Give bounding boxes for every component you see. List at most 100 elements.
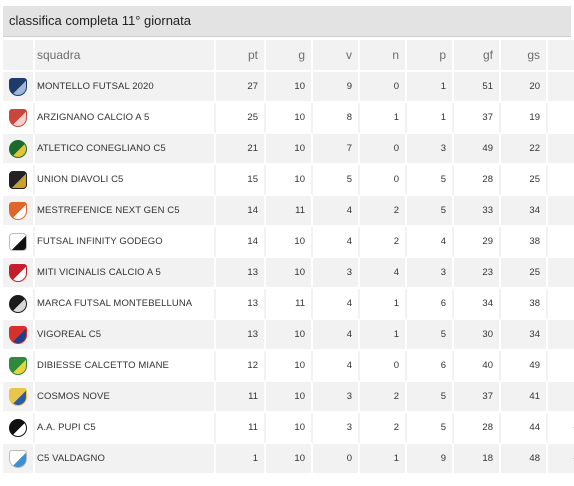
- header-played: g: [266, 40, 313, 72]
- team-name: MONTELLO FUTSAL 2020: [35, 72, 216, 103]
- team-goals-against: 34: [501, 196, 548, 227]
- team-played: 10: [266, 413, 313, 444]
- team-drawn: 2: [360, 227, 407, 258]
- team-lost: 1: [407, 72, 454, 103]
- team-lost: 6: [407, 289, 454, 320]
- team-won: 4: [313, 196, 360, 227]
- team-goals-for: 40: [454, 351, 501, 382]
- team-played: 10: [266, 444, 313, 475]
- team-goal-difference: -2: [548, 258, 574, 289]
- team-lost: 4: [407, 227, 454, 258]
- team-lost: 5: [407, 320, 454, 351]
- team-won: 4: [313, 289, 360, 320]
- team-won: 7: [313, 134, 360, 165]
- team-played: 10: [266, 103, 313, 134]
- team-logo-cell: [3, 103, 35, 134]
- vigoreal-logo: [9, 325, 27, 344]
- team-goals-for: 18: [454, 444, 501, 475]
- team-played: 10: [266, 320, 313, 351]
- team-points: 25: [216, 103, 266, 134]
- team-drawn: 0: [360, 134, 407, 165]
- table-header-row: squadra pt g v n p gf gs dr: [3, 40, 574, 72]
- team-drawn: 1: [360, 444, 407, 475]
- marca-futsal-logo: [9, 294, 27, 313]
- header-points: pt: [216, 40, 266, 72]
- team-name: FUTSAL INFINITY GODEGO: [35, 227, 216, 258]
- team-goals-against: 44: [501, 413, 548, 444]
- team-points: 11: [216, 382, 266, 413]
- team-points: 21: [216, 134, 266, 165]
- team-goal-difference: -1: [548, 196, 574, 227]
- team-lost: 5: [407, 165, 454, 196]
- team-logo-cell: [3, 72, 35, 103]
- team-goals-for: 49: [454, 134, 501, 165]
- team-played: 10: [266, 165, 313, 196]
- team-goals-against: 49: [501, 351, 548, 382]
- team-name: A.A. PUPI C5: [35, 413, 216, 444]
- team-played: 11: [266, 196, 313, 227]
- team-goals-against: 41: [501, 382, 548, 413]
- header-lost: p: [407, 40, 454, 72]
- team-points: 27: [216, 72, 266, 103]
- header-logo: [3, 40, 35, 72]
- standings-title: classifica completa 11° giornata: [3, 6, 571, 37]
- team-lost: 6: [407, 351, 454, 382]
- header-won: v: [313, 40, 360, 72]
- team-goals-against: 48: [501, 444, 548, 475]
- team-logo-cell: [3, 258, 35, 289]
- miti-vicinalis-logo: [9, 263, 27, 282]
- team-won: 4: [313, 227, 360, 258]
- union-diavoli-logo: [9, 170, 27, 189]
- team-goals-for: 28: [454, 413, 501, 444]
- header-drawn: n: [360, 40, 407, 72]
- table-row: ATLETICO CONEGLIANO C52110703492227: [3, 134, 574, 165]
- team-won: 8: [313, 103, 360, 134]
- team-won: 5: [313, 165, 360, 196]
- table-row: ARZIGNANO CALCIO A 52510811371918: [3, 103, 574, 134]
- team-name: VIGOREAL C5: [35, 320, 216, 351]
- team-name: MARCA FUTSAL MONTEBELLUNA: [35, 289, 216, 320]
- team-goal-difference: 31: [548, 72, 574, 103]
- team-drawn: 4: [360, 258, 407, 289]
- team-lost: 5: [407, 196, 454, 227]
- atletico-conegliano-logo: [9, 139, 27, 158]
- team-goals-against: 25: [501, 165, 548, 196]
- team-points: 13: [216, 289, 266, 320]
- team-goals-against: 20: [501, 72, 548, 103]
- standings-table: squadra pt g v n p gf gs dr MONTELLO FUT…: [3, 40, 574, 475]
- dibiesse-logo: [9, 356, 27, 375]
- team-logo-cell: [3, 413, 35, 444]
- team-name: ATLETICO CONEGLIANO C5: [35, 134, 216, 165]
- team-logo-cell: [3, 165, 35, 196]
- team-name: C5 VALDAGNO: [35, 444, 216, 475]
- team-goals-against: 19: [501, 103, 548, 134]
- team-goal-difference: -4: [548, 289, 574, 320]
- valdagno-logo: [9, 449, 27, 468]
- team-logo-cell: [3, 351, 35, 382]
- team-played: 10: [266, 72, 313, 103]
- team-goals-against: 38: [501, 289, 548, 320]
- team-goals-for: 33: [454, 196, 501, 227]
- team-played: 11: [266, 289, 313, 320]
- team-points: 14: [216, 196, 266, 227]
- table-row: UNION DIAVOLI C5151050528253: [3, 165, 574, 196]
- team-won: 9: [313, 72, 360, 103]
- montello-futsal-logo: [9, 77, 27, 96]
- team-points: 12: [216, 351, 266, 382]
- team-lost: 1: [407, 103, 454, 134]
- team-goal-difference: 3: [548, 165, 574, 196]
- team-logo-cell: [3, 134, 35, 165]
- team-played: 10: [266, 227, 313, 258]
- team-goals-for: 29: [454, 227, 501, 258]
- team-goals-against: 25: [501, 258, 548, 289]
- team-goal-difference: -9: [548, 227, 574, 258]
- team-name: UNION DIAVOLI C5: [35, 165, 216, 196]
- team-logo-cell: [3, 196, 35, 227]
- mestrefenice-logo: [9, 201, 27, 220]
